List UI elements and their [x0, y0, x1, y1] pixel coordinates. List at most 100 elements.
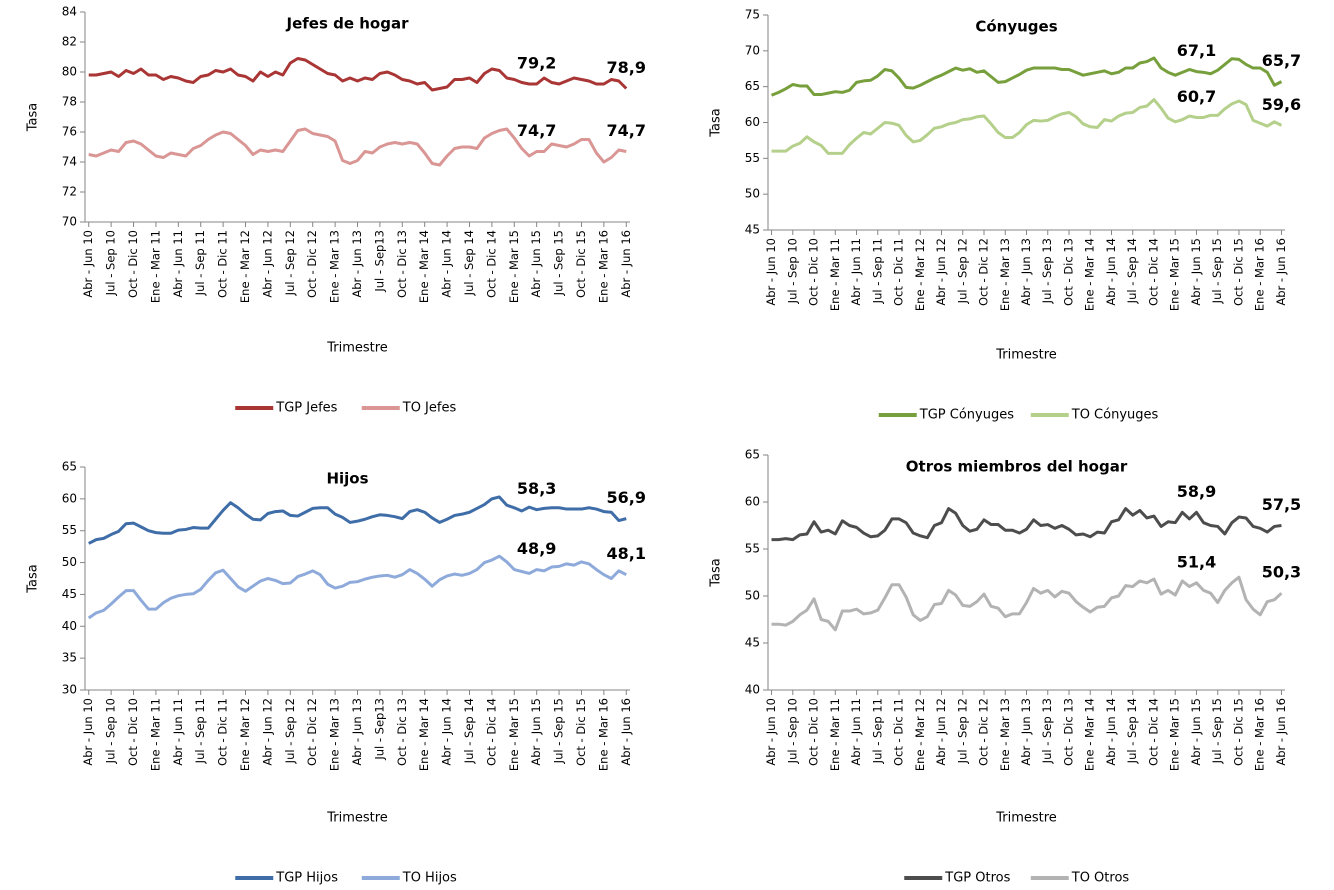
x-tick-label: Ene - Mar 15 — [1168, 238, 1182, 311]
data-label: 79,2 — [517, 54, 556, 73]
x-tick-label: Oct - Dic 14 — [484, 230, 498, 298]
data-label: 74,7 — [517, 121, 556, 140]
y-tick-label: 65 — [745, 448, 760, 462]
x-tick-label: Oct - Dic 15 — [1231, 238, 1245, 306]
legend-label: TO Hijos — [402, 871, 457, 886]
x-axis-label: Trimestre — [995, 811, 1057, 826]
x-tick-label: Oct - Dic 13 — [395, 698, 409, 766]
legend-label: TGP Otros — [944, 871, 1010, 886]
x-tick-label: Abr - Jun 14 — [440, 230, 454, 298]
x-tick-label: Oct - Dic 13 — [1061, 698, 1075, 766]
x-tick-label: Ene - Mar 11 — [148, 230, 162, 303]
y-tick-label: 80 — [62, 65, 77, 79]
x-tick-label: Ene - Mar 12 — [238, 230, 252, 303]
x-tick-label: Oct - Dic 12 — [977, 698, 991, 766]
y-tick-label: 82 — [62, 35, 77, 49]
y-tick-label: 65 — [745, 79, 760, 93]
y-tick-label: 50 — [62, 555, 77, 569]
y-tick-label: 55 — [62, 523, 77, 537]
x-tick-label: Ene - Mar 16 — [596, 230, 610, 303]
x-tick-label: Jul - Sep 15 — [1210, 698, 1224, 764]
y-tick-label: 40 — [745, 683, 760, 697]
x-tick-label: Abr - Jun 13 — [350, 230, 364, 298]
x-tick-label: Abr - Jun 14 — [1104, 238, 1118, 306]
x-tick-label: Oct - Dic 10 — [126, 230, 140, 298]
y-tick-label: 78 — [62, 95, 77, 109]
x-tick-label: Ene - Mar 14 — [1083, 238, 1097, 311]
x-tick-label: Oct - Dic 15 — [574, 698, 588, 766]
data-label: 59,6 — [1262, 95, 1301, 114]
y-tick-label: 50 — [745, 589, 760, 603]
x-tick-label: Abr - Jun 12 — [260, 230, 274, 298]
x-tick-label: Oct - Dic 15 — [1231, 698, 1245, 766]
x-tick-label: Oct - Dic 11 — [216, 230, 230, 298]
x-tick-label: Ene - Mar 16 — [596, 698, 610, 771]
y-tick-label: 55 — [745, 542, 760, 556]
x-tick-label: Abr - Jun 13 — [350, 698, 364, 766]
x-tick-label: Abr - Jun 12 — [934, 698, 948, 766]
x-tick-label: Ene - Mar 15 — [1168, 698, 1182, 771]
x-tick-label: Jul - Sep 14 — [462, 230, 476, 296]
y-axis-label: Tasa — [709, 108, 724, 138]
x-tick-label: Abr - Jun 10 — [81, 230, 95, 298]
data-label: 58,3 — [517, 479, 556, 498]
x-tick-label: Ene - Mar 11 — [828, 698, 842, 771]
x-tick-label: Ene - Mar 12 — [913, 698, 927, 771]
x-tick-label: Jul - Sep 10 — [785, 238, 799, 304]
x-axis-label: Trimestre — [326, 811, 388, 826]
x-tick-label: Abr - Jun 16 — [1274, 238, 1288, 306]
x-tick-label: Ene - Mar 13 — [328, 698, 342, 771]
legend-label: TO Jefes — [402, 401, 457, 416]
x-tick-label: Jul - Sep 12 — [283, 230, 297, 296]
x-tick-label: Jul - Sep 15 — [552, 230, 566, 296]
x-tick-label: Jul - Sep 11 — [870, 238, 884, 304]
series-line — [771, 98, 1283, 155]
x-tick-label: Ene - Mar 15 — [507, 230, 521, 303]
chart-title: Otros miembros del hogar — [906, 458, 1128, 476]
y-tick-label: 45 — [745, 223, 760, 237]
legend-label: TO Otros — [1071, 871, 1130, 886]
data-label: 57,5 — [1262, 495, 1301, 514]
x-tick-label: Jul - Sep 12 — [283, 698, 297, 764]
y-tick-label: 72 — [62, 185, 77, 199]
chart-title: Jefes de hogar — [286, 15, 410, 33]
y-tick-label: 60 — [745, 495, 760, 509]
y-tick-label: 60 — [62, 491, 77, 505]
x-tick-label: Abr - Jun 11 — [171, 698, 185, 766]
data-label: 58,9 — [1177, 482, 1216, 501]
series-line — [88, 57, 628, 92]
y-tick-label: 40 — [62, 619, 77, 633]
y-tick-label: 76 — [62, 125, 77, 139]
x-tick-label: Jul - Sep 15 — [552, 698, 566, 764]
x-tick-label: Ene - Mar 16 — [1253, 238, 1267, 311]
series-line — [771, 507, 1282, 542]
x-tick-label: Oct - Dic 10 — [807, 238, 821, 306]
data-label: 60,7 — [1177, 87, 1216, 106]
x-tick-label: Jul - Sep 12 — [955, 238, 969, 304]
data-label: 74,7 — [607, 121, 646, 140]
x-tick-label: Jul - Sep 14 — [1125, 238, 1139, 304]
x-tick-label: Jul - Sep 11 — [193, 230, 207, 296]
x-tick-label: Oct - Dic 14 — [484, 698, 498, 766]
x-tick-label: Abr - Jun 16 — [619, 230, 633, 298]
x-tick-label: Jul - Sep 13 — [1040, 238, 1054, 304]
series-line — [88, 495, 627, 545]
y-tick-label: 50 — [745, 187, 760, 201]
x-tick-label: Abr - Jun 12 — [260, 698, 274, 766]
y-tick-label: 84 — [62, 5, 77, 19]
x-tick-label: Ene - Mar 13 — [998, 698, 1012, 771]
x-tick-label: Abr - Jun 14 — [440, 698, 454, 766]
y-tick-label: 55 — [745, 151, 760, 165]
y-tick-label: 70 — [62, 215, 77, 229]
data-label: 78,9 — [607, 58, 646, 77]
data-label: 51,4 — [1177, 552, 1216, 571]
x-tick-label: Jul - Sep 11 — [193, 698, 207, 764]
x-tick-label: Ene - Mar 13 — [998, 238, 1012, 311]
x-tick-label: Oct - Dic 11 — [892, 698, 906, 766]
x-axis-label: Trimestre — [995, 348, 1057, 363]
y-axis-label: Tasa — [709, 558, 724, 588]
x-tick-label: Abr - Jun 15 — [1189, 238, 1203, 306]
chart-title: Cónyuges — [975, 18, 1057, 36]
x-tick-label: Ene - Mar 15 — [507, 698, 521, 771]
data-label: 56,9 — [607, 488, 646, 507]
